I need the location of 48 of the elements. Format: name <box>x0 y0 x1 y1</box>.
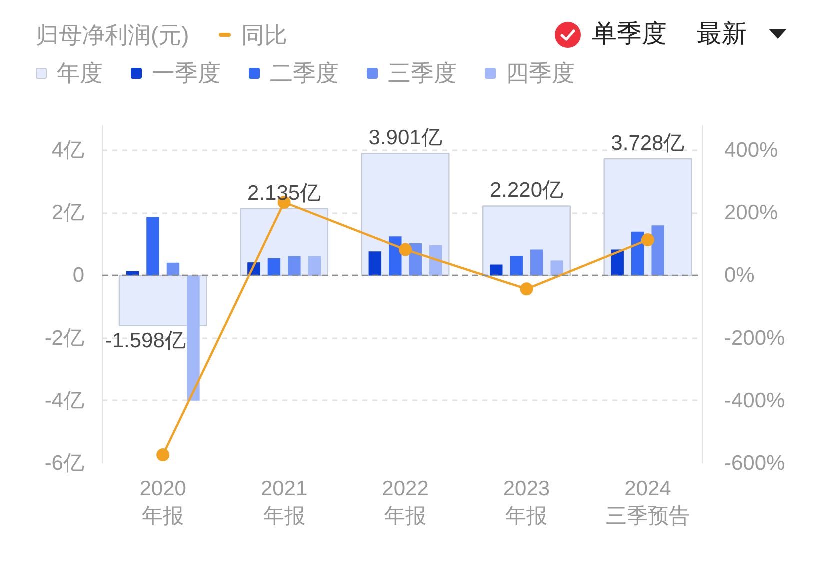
y2-tick-label: -400% <box>724 389 786 412</box>
bar <box>550 260 564 276</box>
y2-tick-label: -200% <box>724 326 786 350</box>
y-tick-label: -6亿 <box>44 452 85 475</box>
data-label: 2.135亿 <box>248 182 322 205</box>
y2-tick-label: -600% <box>724 452 786 475</box>
legend-label: 一季度 <box>152 58 221 88</box>
bar <box>530 250 544 276</box>
bar <box>652 226 664 276</box>
bar <box>308 256 322 276</box>
y2-tick-label: 200% <box>724 202 778 225</box>
data-label: 3.728亿 <box>611 132 685 156</box>
legend-label: 同比 <box>241 20 288 50</box>
legend-label: 三季度 <box>388 58 457 88</box>
point <box>156 448 170 462</box>
point <box>641 234 654 247</box>
data-label: -1.598亿 <box>105 330 186 353</box>
bar <box>146 217 160 276</box>
y-tick-label: 4亿 <box>52 139 85 162</box>
x-tick-label: 2024 三季预告 <box>606 478 690 528</box>
data-label: 3.901亿 <box>368 126 442 150</box>
y-tick-label: 2亿 <box>52 202 85 225</box>
data-label: 2.220亿 <box>490 179 564 202</box>
y-axis-title: 归母净利润(元) <box>36 20 190 50</box>
bar <box>187 276 200 401</box>
bar <box>166 262 180 276</box>
x-tick-label: 2020 年报 <box>140 478 186 528</box>
y-tick-label: -4亿 <box>44 389 85 412</box>
x-tick-label: 2021 年报 <box>260 478 308 528</box>
y2-tick-label: 0% <box>724 264 755 288</box>
x-tick-label: 2023 年报 <box>503 478 550 528</box>
point <box>520 282 534 296</box>
legend-label: 二季度 <box>270 58 339 88</box>
legend-label: 四季度 <box>506 58 575 88</box>
y-tick-label: -2亿 <box>44 326 85 350</box>
text: 单季度 <box>592 19 667 50</box>
bar <box>510 256 523 276</box>
bar <box>490 264 503 276</box>
x-tick-label: 2022 年报 <box>382 478 429 528</box>
y2-tick-label: 400% <box>724 139 778 162</box>
legend-label: 年度 <box>57 58 103 88</box>
bar <box>430 245 442 276</box>
text: 最新 <box>697 19 747 50</box>
y-tick-label: 0 <box>72 264 85 288</box>
bar <box>268 258 281 276</box>
bar <box>368 252 382 276</box>
point <box>399 243 412 256</box>
bar <box>288 256 301 276</box>
